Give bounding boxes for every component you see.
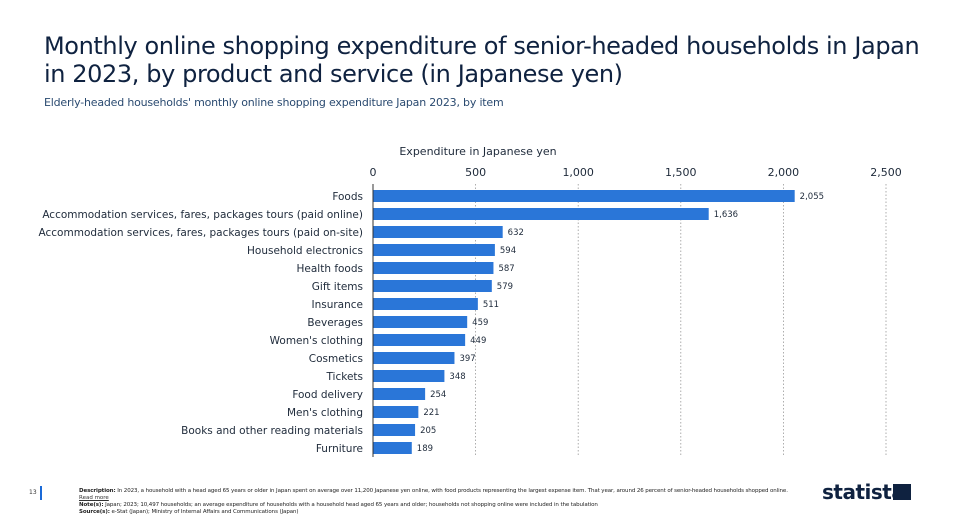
bar: [373, 244, 495, 256]
description-label: Description:: [79, 488, 116, 494]
x-tick-label: 0: [370, 166, 377, 179]
bar: [373, 334, 466, 346]
category-label: Furniture: [316, 443, 363, 455]
x-tick-label: 2,500: [870, 166, 902, 179]
category-label: Food delivery: [292, 389, 363, 401]
bar: [373, 298, 478, 310]
data-label: 2,055: [800, 192, 824, 202]
bar: [373, 280, 492, 292]
bar: [373, 352, 455, 364]
category-label: Accommodation services, fares, packages …: [42, 209, 363, 221]
data-label: 579: [497, 282, 513, 292]
bar: [373, 262, 494, 274]
description: Description: In 2023, a household with a…: [79, 488, 788, 494]
data-label: 348: [449, 372, 465, 382]
category-label: Men's clothing: [287, 407, 363, 419]
data-label: 221: [423, 408, 439, 418]
data-label: 254: [430, 390, 446, 400]
data-label: 189: [417, 444, 433, 454]
chart-title: Monthly online shopping expenditure of s…: [44, 32, 920, 88]
bar: [373, 208, 709, 220]
category-label: Health foods: [297, 263, 364, 275]
bar: [373, 424, 416, 436]
data-label: 511: [483, 300, 499, 310]
bar: [373, 370, 445, 382]
bar: [373, 190, 795, 202]
data-label: 459: [472, 318, 488, 328]
category-label: Cosmetics: [309, 353, 363, 365]
category-label: Gift items: [312, 281, 363, 293]
statista-logo[interactable]: statista: [822, 480, 905, 504]
statista-logo-mark-icon: [893, 484, 911, 500]
category-label: Books and other reading materials: [181, 425, 363, 437]
category-label: Tickets: [325, 371, 363, 383]
bar: [373, 388, 426, 400]
x-tick-label: 1,500: [665, 166, 697, 179]
page-number: 13: [29, 489, 37, 496]
category-label: Household electronics: [247, 245, 363, 257]
data-label: 205: [420, 426, 436, 436]
category-label: Foods: [332, 191, 363, 203]
data-label: 632: [508, 228, 524, 238]
bar: [373, 316, 468, 328]
bar: [373, 406, 419, 418]
bar: [373, 226, 503, 238]
source-text: e-Stat (Japan); Ministry of Internal Aff…: [111, 509, 299, 515]
data-label: 449: [470, 336, 486, 346]
notes-text: Japan; 2023; 10,497 households; an avera…: [105, 502, 598, 508]
x-axis-label: Expenditure in Japanese yen: [399, 145, 556, 158]
notes: Note(s): Japan; 2023; 10,497 households;…: [79, 502, 598, 508]
bar: [373, 442, 412, 454]
chart-subtitle: Elderly-headed households' monthly onlin…: [44, 96, 504, 109]
category-label: Women's clothing: [270, 335, 363, 347]
notes-label: Note(s):: [79, 502, 104, 508]
x-tick-label: 1,000: [562, 166, 594, 179]
x-tick-label: 2,000: [768, 166, 800, 179]
category-label: Accommodation services, fares, packages …: [39, 227, 363, 239]
category-label: Insurance: [311, 299, 363, 311]
description-text: In 2023, a household with a head aged 65…: [117, 488, 788, 494]
x-tick-label: 500: [465, 166, 486, 179]
data-label: 587: [498, 264, 514, 274]
bar-chart: Expenditure in Japanese yen 0 500 1,000 1,50…: [39, 145, 902, 457]
data-label: 397: [459, 354, 475, 364]
data-label: 1,636: [714, 210, 738, 220]
read-more-link[interactable]: Read more: [79, 495, 109, 501]
sources: Source(s): e-Stat (Japan); Ministry of I…: [79, 509, 299, 515]
category-label: Beverages: [307, 317, 363, 329]
page-marker: [40, 486, 42, 500]
source-label: Source(s):: [79, 509, 110, 515]
data-label: 594: [500, 246, 516, 256]
